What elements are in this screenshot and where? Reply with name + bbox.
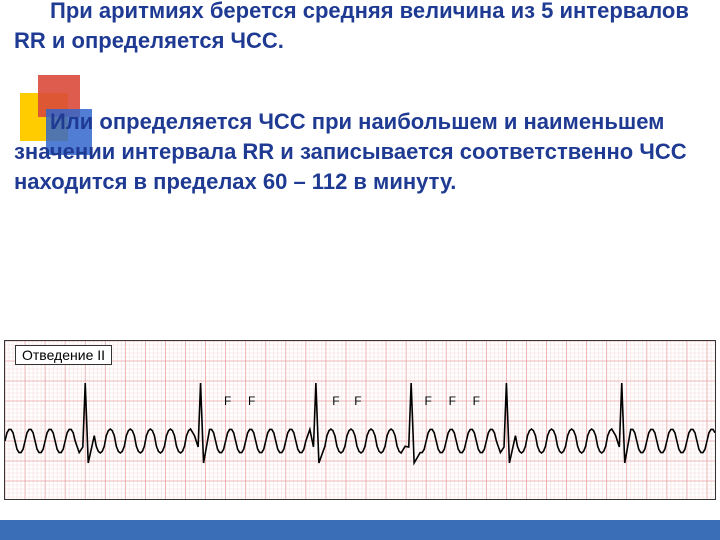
- slide: При аритмиях берется средняя величина из…: [0, 0, 720, 540]
- svg-text:F: F: [449, 394, 456, 408]
- svg-text:F: F: [354, 394, 361, 408]
- svg-text:F: F: [248, 394, 255, 408]
- ecg-chart: F F F F F F F Отведение II: [0, 340, 720, 500]
- svg-text:F: F: [224, 394, 231, 408]
- footer-bar: [0, 520, 720, 540]
- paragraph-1: При аритмиях берется средняя величина из…: [14, 0, 706, 55]
- svg-text:F: F: [332, 394, 339, 408]
- svg-text:F: F: [473, 394, 480, 408]
- paragraph-2: Или определяется ЧСС при наибольшем и на…: [14, 107, 706, 196]
- svg-text:F: F: [425, 394, 432, 408]
- ecg-frame: F F F F F F F Отведение II: [4, 340, 716, 500]
- body-text: При аритмиях берется средняя величина из…: [14, 0, 706, 210]
- lead-label: Отведение II: [15, 345, 112, 365]
- paragraph-spacer: [14, 69, 706, 107]
